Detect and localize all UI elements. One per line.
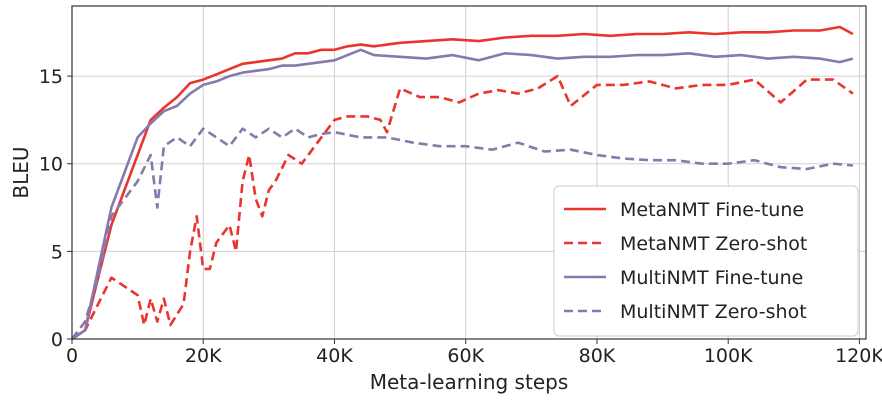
y-tick-label: 10 [39, 154, 63, 176]
series-line-multinmt-fine-tune [71, 48, 854, 341]
x-tick-label: 20K [185, 345, 222, 367]
y-axis-label: BLEU [9, 146, 33, 198]
axis-ticks: 0 20K 40K 60K 80K 100K 120K 0 5 10 15 [39, 66, 882, 367]
x-tick-label: 60K [447, 345, 484, 367]
series-lines [70, 25, 854, 341]
x-tick-label: 40K [316, 345, 353, 367]
series-line-metanmt-zero-shot [71, 74, 854, 341]
legend-label: MetaNMT Fine-tune [620, 199, 804, 221]
legend-label: MultiNMT Zero-shot [620, 301, 807, 323]
y-tick-label: 15 [39, 66, 63, 88]
y-tick-label: 0 [51, 329, 63, 351]
legend-label: MetaNMT Zero-shot [620, 233, 807, 255]
y-tick-label: 5 [51, 241, 63, 263]
series-line-multinmt-zero-shot [70, 127, 854, 340]
series-line-metanmt-fine-tune [71, 25, 854, 341]
x-tick-label: 0 [66, 345, 78, 367]
legend: MetaNMT Fine-tune MetaNMT Zero-shot MultiN… [553, 185, 859, 337]
plot-frame [71, 5, 867, 340]
legend-box [553, 185, 859, 337]
x-tick-label: 100K [704, 345, 753, 367]
legend-label: MultiNMT Fine-tune [620, 267, 803, 289]
x-axis-label: Meta-learning steps [370, 370, 569, 394]
x-tick-label: 120K [835, 345, 882, 367]
x-tick-label: 80K [579, 345, 616, 367]
